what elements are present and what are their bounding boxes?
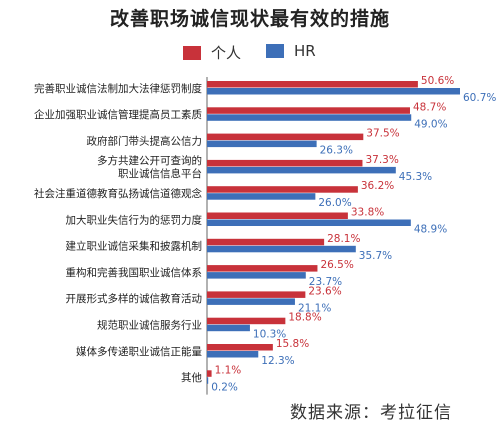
value-label-person: 15.8% [276, 338, 309, 350]
value-label-person: 50.6% [421, 75, 454, 87]
category-label: 企业加强职业诚信管理提高员工素质 [34, 108, 202, 121]
category-label: 完善职业诚信法制加大法律惩罚制度 [34, 82, 202, 95]
value-label-hr: 10.3% [253, 329, 286, 341]
bar-person [207, 107, 410, 114]
bar-hr [207, 140, 317, 148]
bar-person [207, 370, 212, 377]
bar-hr [207, 193, 316, 200]
value-label-person: 37.3% [365, 154, 398, 166]
value-label-person: 48.7% [413, 101, 446, 113]
category-label: 加大职业失信行为的惩罚力度 [66, 213, 203, 226]
value-label-hr: 49.0% [414, 118, 447, 130]
category-label: 重构和完善我国职业诚信体系 [66, 266, 203, 279]
value-label-person: 23.6% [308, 285, 341, 297]
value-label-person: 26.5% [320, 259, 353, 271]
bar-person [207, 159, 363, 167]
value-label-person: 1.1% [215, 364, 242, 376]
value-label-hr: 12.3% [261, 355, 294, 367]
category-label: 其他 [181, 371, 202, 384]
bar-person [207, 238, 325, 246]
bar-hr [207, 114, 412, 121]
bar-hr [207, 324, 250, 332]
legend: 个人 HR [0, 42, 500, 64]
chart-title: 改善职场诚信现状最有效的措施 [109, 8, 390, 30]
bar-hr [207, 166, 396, 174]
value-label-hr: 35.7% [359, 250, 392, 262]
value-label-person: 18.8% [288, 312, 321, 324]
value-label-hr: 26.3% [320, 145, 353, 157]
legend-swatch-hr [266, 44, 284, 58]
bar-hr [207, 88, 460, 95]
bar-person [207, 186, 358, 193]
bar-hr [207, 219, 411, 226]
legend-item-hr: HR [266, 42, 316, 60]
bar-person [207, 265, 318, 272]
value-label-person: 33.8% [351, 207, 384, 219]
value-label-person: 37.5% [366, 128, 399, 140]
value-label-person: 28.1% [327, 233, 360, 245]
legend-item-person: 个人 [183, 42, 241, 63]
bar-hr [207, 298, 295, 305]
legend-swatch-person [183, 45, 201, 60]
category-label: 规范职业诚信服务行业 [97, 318, 202, 331]
category-label: 政府部门带头提高公信力 [87, 134, 203, 147]
source-note: 数据来源：考拉征信 [290, 403, 452, 423]
category-label: 社会注重道德教育弘扬诚信道德观念 [34, 187, 202, 200]
bar-person [207, 344, 273, 351]
category-label: 媒体多传递职业诚信正能量 [76, 345, 202, 358]
value-label-hr: 45.3% [399, 171, 432, 183]
bar-person [207, 133, 364, 141]
value-label-hr: 0.2% [211, 381, 238, 393]
bar-hr [207, 351, 259, 358]
category-label: 多方共建公开可查询的职业诚信信息平台 [97, 154, 202, 180]
category-label: 建立职业诚信采集和披露机制 [66, 240, 203, 253]
bar-person [207, 291, 306, 298]
value-label-hr: 21.1% [298, 302, 331, 314]
bar-hr [207, 245, 356, 253]
value-label-hr: 26.0% [318, 197, 351, 209]
bar-person [207, 317, 286, 325]
value-label-hr: 48.9% [414, 224, 447, 236]
bar-person [207, 81, 418, 88]
value-label-person: 36.2% [361, 180, 394, 192]
bar-hr [207, 377, 209, 384]
legend-label-hr: HR [294, 42, 316, 60]
value-label-hr: 60.7% [463, 92, 496, 104]
category-label: 开展形式多样的诚信教育活动 [66, 292, 203, 305]
bar-person [207, 212, 348, 219]
value-label-hr: 23.7% [309, 276, 342, 288]
bar-hr [207, 272, 306, 279]
legend-label-person: 个人 [211, 44, 242, 62]
